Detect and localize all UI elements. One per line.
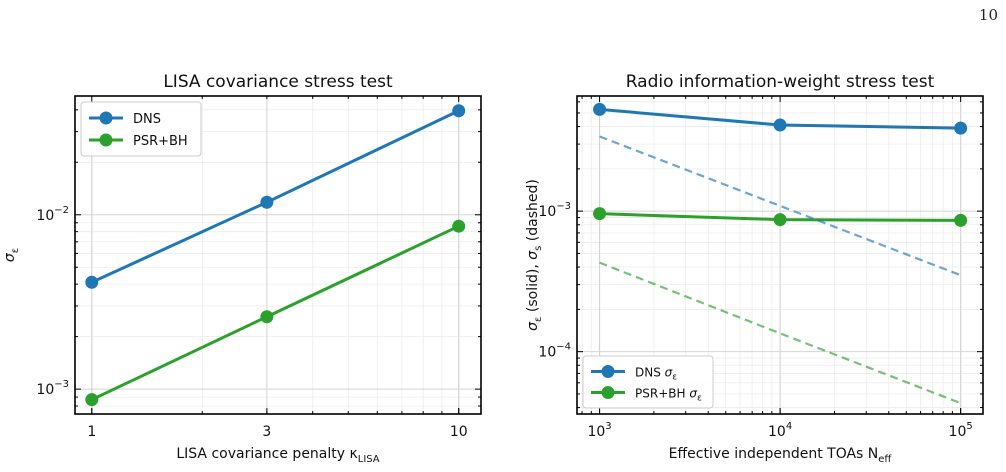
tick-exponent: 5 bbox=[966, 421, 972, 432]
data-point bbox=[85, 393, 99, 407]
data-point bbox=[593, 207, 607, 221]
x-tick-labels: 103 104 105 bbox=[587, 421, 972, 440]
legend-label-sigma: σ bbox=[689, 387, 697, 401]
legend-label: PSR+BH σε bbox=[635, 387, 702, 404]
tick-base: 10 bbox=[949, 424, 967, 440]
tick-exponent: −2 bbox=[54, 205, 69, 216]
legend-label: PSR+BH bbox=[133, 134, 188, 149]
tick-exponent: 3 bbox=[605, 421, 611, 432]
tick-base: 10 bbox=[36, 382, 54, 398]
x-axis-label-text: LISA covariance penalty κ bbox=[176, 446, 357, 462]
x-axis-label: LISA covariance penalty κLISA bbox=[176, 446, 379, 465]
y-tick-label: 10−2 bbox=[36, 205, 69, 224]
y-tick-label: 10−3 bbox=[538, 201, 571, 220]
data-point bbox=[593, 102, 607, 116]
x-tick-label: 10 bbox=[450, 424, 468, 440]
x-axis-label-subscript: LISA bbox=[358, 454, 380, 465]
y-label-text: (solid), bbox=[525, 260, 541, 317]
grid bbox=[74, 96, 481, 414]
data-point bbox=[954, 121, 968, 135]
y-axis-label: σε (solid), σs (dashed) bbox=[525, 179, 544, 331]
y-axis-label: σε bbox=[2, 248, 21, 262]
chart-title: Radio information-weight stress test bbox=[626, 72, 935, 92]
legend-label: DNS σε bbox=[635, 366, 677, 383]
data-point bbox=[260, 310, 274, 324]
page-number: 10 bbox=[978, 6, 998, 24]
y-tick-labels: 10−310−2 bbox=[36, 205, 69, 398]
legend-box bbox=[582, 355, 714, 409]
grid bbox=[577, 96, 983, 414]
tick-exponent: −3 bbox=[556, 201, 571, 212]
y-label-sigma: σ bbox=[525, 321, 541, 331]
legend-marker bbox=[99, 133, 113, 147]
data-point bbox=[773, 118, 787, 132]
tick-base: 10 bbox=[538, 345, 556, 361]
y-label-subscript: s bbox=[533, 246, 544, 251]
data-point bbox=[954, 213, 968, 227]
legend-label-sigma: σ bbox=[665, 366, 673, 380]
legend-marker bbox=[601, 365, 615, 378]
legend-label: DNS bbox=[133, 112, 161, 127]
x-tick-labels: 1 3 10 bbox=[87, 424, 467, 440]
plot-frame bbox=[576, 95, 984, 415]
tick-exponent: −3 bbox=[54, 379, 69, 390]
legend-label-subscript: ε bbox=[697, 394, 702, 404]
legend-marker bbox=[601, 386, 615, 399]
x-tick-label: 1 bbox=[87, 424, 96, 440]
y-tick-label: 10−3 bbox=[36, 379, 69, 398]
y-label-text: (dashed) bbox=[525, 179, 541, 246]
data-point bbox=[773, 213, 787, 227]
legend-label-text: PSR+BH bbox=[635, 387, 689, 401]
x-tick-label: 104 bbox=[768, 421, 792, 440]
tick-base: 10 bbox=[587, 424, 605, 440]
tick-base: 10 bbox=[538, 204, 556, 220]
x-tick-label: 103 bbox=[587, 421, 611, 440]
x-axis-label-text: Effective independent TOAs N bbox=[669, 446, 879, 462]
y-label-subscript: ε bbox=[533, 317, 544, 322]
legend-label-subscript: ε bbox=[672, 373, 677, 383]
series-line bbox=[91, 224, 460, 402]
plot-frame bbox=[74, 95, 482, 415]
tick-exponent: −4 bbox=[556, 342, 571, 353]
data-point bbox=[85, 275, 99, 289]
tick-exponent: 4 bbox=[786, 421, 792, 432]
y-tick-label: 10−4 bbox=[538, 342, 571, 361]
data-point bbox=[452, 104, 466, 118]
series-group bbox=[593, 102, 968, 405]
data-point bbox=[260, 195, 274, 209]
y-label-sigma: σ bbox=[525, 250, 541, 260]
series-group bbox=[85, 104, 466, 407]
legend: DNS PSR+BH bbox=[80, 101, 202, 157]
y-label-sigma: σ bbox=[2, 252, 18, 262]
y-tick-labels: 10−410−3 bbox=[538, 201, 571, 361]
data-point bbox=[452, 219, 466, 233]
x-axis-label: Effective independent TOAs Neff bbox=[669, 446, 893, 465]
legend-marker bbox=[99, 111, 113, 125]
x-axis-label-subscript: eff bbox=[878, 454, 892, 465]
tick-base: 10 bbox=[768, 424, 786, 440]
legend-label-text: DNS bbox=[635, 366, 665, 380]
chart-title: LISA covariance stress test bbox=[163, 72, 393, 92]
tick-base: 10 bbox=[36, 208, 54, 224]
x-tick-label: 3 bbox=[262, 424, 271, 440]
y-label-subscript: ε bbox=[10, 248, 21, 253]
x-tick-label: 105 bbox=[949, 421, 973, 440]
